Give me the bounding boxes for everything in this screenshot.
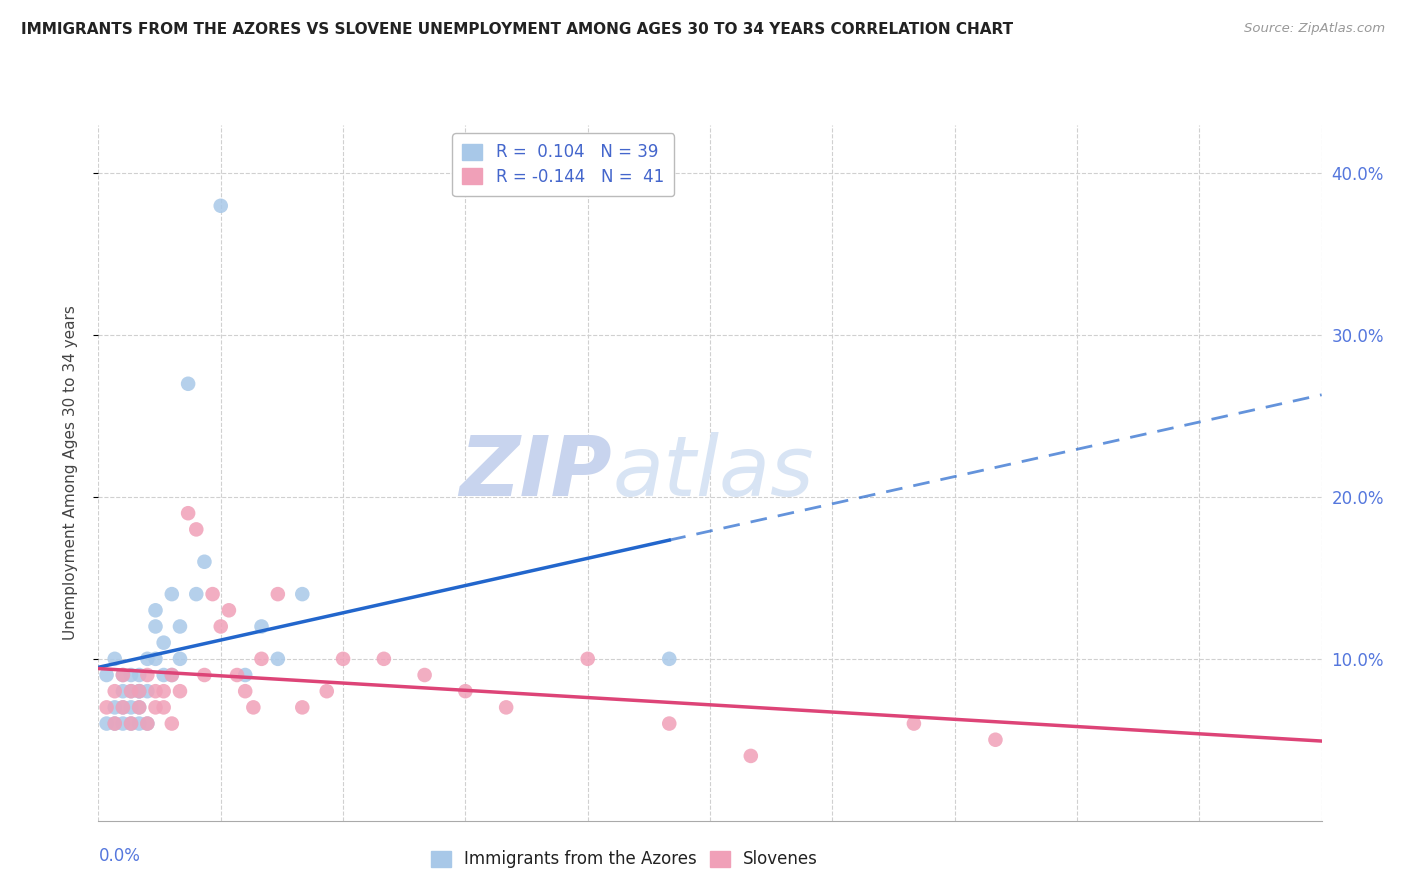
Point	[120, 684, 142, 698]
Point	[169, 619, 191, 633]
Point	[209, 619, 232, 633]
Y-axis label: Unemployment Among Ages 30 to 34 years: Unemployment Among Ages 30 to 34 years	[63, 305, 77, 640]
Point	[111, 716, 134, 731]
Point	[136, 652, 159, 666]
Point	[209, 199, 232, 213]
Point	[96, 716, 118, 731]
Point	[160, 668, 183, 682]
Point	[120, 716, 142, 731]
Point	[128, 716, 150, 731]
Point	[413, 668, 436, 682]
Point	[169, 652, 191, 666]
Point	[145, 603, 167, 617]
Point	[984, 732, 1007, 747]
Point	[152, 635, 174, 649]
Point	[186, 522, 208, 536]
Point	[111, 684, 134, 698]
Point	[250, 619, 273, 633]
Point	[373, 652, 395, 666]
Point	[120, 684, 142, 698]
Point	[903, 716, 925, 731]
Point	[152, 668, 174, 682]
Point	[160, 668, 183, 682]
Point	[658, 716, 681, 731]
Point	[120, 668, 142, 682]
Point	[111, 668, 134, 682]
Point	[128, 668, 150, 682]
Point	[177, 506, 200, 520]
Point	[128, 684, 150, 698]
Point	[120, 700, 142, 714]
Point	[152, 700, 174, 714]
Text: Source: ZipAtlas.com: Source: ZipAtlas.com	[1244, 22, 1385, 36]
Text: atlas: atlas	[612, 433, 814, 513]
Point	[96, 700, 118, 714]
Point	[120, 716, 142, 731]
Point	[186, 587, 208, 601]
Point	[104, 652, 127, 666]
Point	[226, 668, 249, 682]
Point	[128, 700, 150, 714]
Point	[145, 652, 167, 666]
Point	[267, 587, 290, 601]
Point	[104, 700, 127, 714]
Point	[136, 668, 159, 682]
Text: 0.0%: 0.0%	[98, 847, 141, 865]
Point	[267, 652, 290, 666]
Point	[169, 684, 191, 698]
Legend: Immigrants from the Azores, Slovenes: Immigrants from the Azores, Slovenes	[425, 844, 825, 875]
Point	[128, 684, 150, 698]
Point	[111, 700, 134, 714]
Point	[740, 748, 762, 763]
Point	[160, 587, 183, 601]
Point	[291, 587, 314, 601]
Point	[291, 700, 314, 714]
Point	[152, 684, 174, 698]
Point	[104, 716, 127, 731]
Point	[145, 619, 167, 633]
Point	[160, 716, 183, 731]
Point	[136, 716, 159, 731]
Point	[658, 652, 681, 666]
Point	[495, 700, 517, 714]
Point	[111, 668, 134, 682]
Text: ZIP: ZIP	[460, 433, 612, 513]
Point	[315, 684, 337, 698]
Point	[96, 668, 118, 682]
Point	[201, 587, 224, 601]
Point	[233, 684, 256, 698]
Point	[576, 652, 599, 666]
Point	[136, 684, 159, 698]
Point	[250, 652, 273, 666]
Point	[136, 716, 159, 731]
Point	[145, 700, 167, 714]
Point	[242, 700, 264, 714]
Point	[128, 684, 150, 698]
Point	[104, 684, 127, 698]
Point	[104, 716, 127, 731]
Point	[193, 555, 215, 569]
Point	[454, 684, 477, 698]
Point	[233, 668, 256, 682]
Text: IMMIGRANTS FROM THE AZORES VS SLOVENE UNEMPLOYMENT AMONG AGES 30 TO 34 YEARS COR: IMMIGRANTS FROM THE AZORES VS SLOVENE UN…	[21, 22, 1014, 37]
Point	[193, 668, 215, 682]
Point	[111, 700, 134, 714]
Point	[332, 652, 354, 666]
Point	[128, 700, 150, 714]
Point	[145, 684, 167, 698]
Point	[177, 376, 200, 391]
Point	[218, 603, 240, 617]
